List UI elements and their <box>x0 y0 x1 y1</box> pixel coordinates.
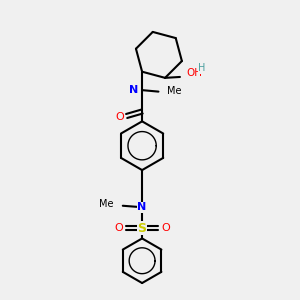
Text: S: S <box>138 221 147 235</box>
Text: OH: OH <box>187 68 202 78</box>
Text: Me: Me <box>167 86 181 96</box>
Text: O: O <box>161 223 170 233</box>
Text: O: O <box>115 223 123 233</box>
Text: Me: Me <box>99 199 114 209</box>
Text: H: H <box>198 63 206 73</box>
Text: O: O <box>116 112 124 122</box>
Text: N: N <box>129 85 138 95</box>
Text: N: N <box>137 202 147 212</box>
